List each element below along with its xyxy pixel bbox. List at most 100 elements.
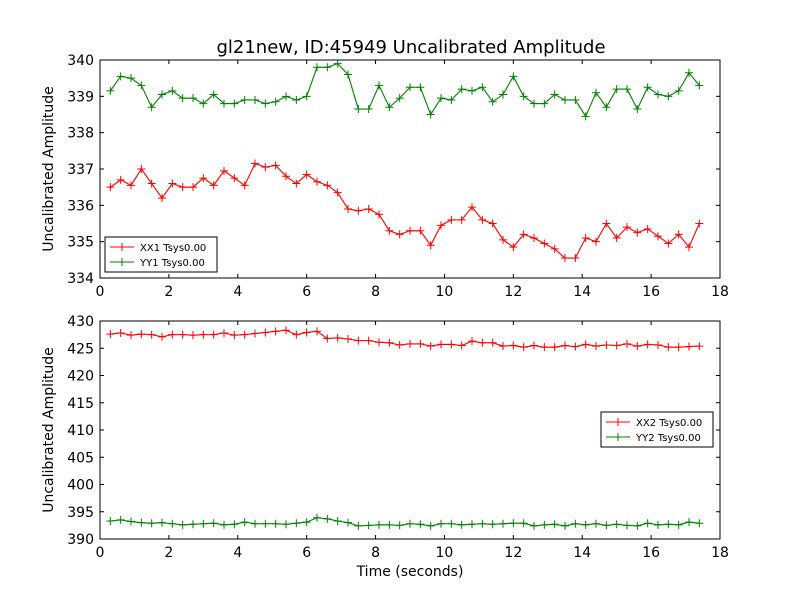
data-point [437, 221, 445, 230]
data-point [137, 330, 146, 339]
data-point [519, 230, 528, 239]
data-point [602, 103, 611, 112]
data-point [302, 170, 311, 179]
data-point [230, 99, 239, 108]
data-point [447, 215, 456, 224]
data-point [488, 520, 497, 529]
data-point [478, 338, 487, 347]
data-point [147, 330, 156, 339]
series-1 [106, 159, 704, 263]
data-point [674, 520, 683, 529]
data-point [385, 226, 394, 235]
data-point [323, 514, 332, 523]
data-point [178, 94, 187, 103]
data-point [468, 203, 476, 212]
data-point [468, 337, 476, 346]
data-point [220, 99, 228, 108]
data-point [199, 330, 208, 339]
data-point [437, 519, 445, 528]
data-point [344, 518, 352, 527]
series-line [110, 162, 700, 259]
data-point [571, 254, 580, 263]
data-point [530, 99, 538, 108]
data-point [416, 520, 425, 529]
y-tick-label: 390 [67, 532, 94, 548]
data-point [457, 341, 466, 350]
x-tick-label: 6 [302, 545, 311, 561]
data-point [623, 223, 631, 232]
data-point [602, 219, 611, 228]
data-point [189, 520, 197, 529]
data-point [220, 166, 228, 175]
series-line [110, 329, 700, 348]
data-point [127, 181, 135, 190]
data-point [395, 340, 404, 349]
data-point [344, 204, 352, 213]
data-point [581, 234, 590, 243]
y-tick-label: 405 [67, 450, 94, 466]
data-point [158, 90, 166, 99]
data-point [137, 165, 146, 173]
data-point [220, 520, 228, 529]
legend-label: YY1 Tsys0.00 [139, 258, 205, 269]
data-point [426, 342, 435, 351]
data-point [519, 92, 528, 101]
data-point [499, 342, 507, 351]
data-point [416, 339, 425, 348]
data-point [282, 172, 290, 181]
data-point [127, 517, 135, 526]
data-point [271, 519, 280, 528]
data-point [571, 342, 580, 351]
data-point [664, 343, 673, 352]
data-point [385, 520, 394, 529]
data-point [385, 103, 394, 112]
y-tick-label: 339 [67, 89, 94, 105]
x-axis-label: Time (seconds) [356, 564, 464, 580]
x-tick-label: 2 [164, 284, 173, 300]
y-tick-label: 410 [67, 423, 94, 439]
data-point [261, 99, 270, 108]
data-point [426, 110, 435, 119]
data-point [519, 343, 528, 352]
data-point [240, 181, 249, 190]
data-point [106, 330, 115, 339]
y-tick-label: 334 [67, 271, 94, 287]
x-tick-label: 16 [642, 545, 660, 561]
data-point [261, 328, 270, 337]
data-point [364, 336, 373, 345]
data-point [633, 228, 642, 237]
data-point [116, 175, 125, 184]
data-point [137, 518, 146, 527]
data-point [488, 338, 497, 347]
data-point [612, 520, 621, 529]
data-point [654, 520, 662, 529]
data-point [633, 521, 642, 530]
data-point [178, 183, 187, 192]
data-point [178, 520, 187, 529]
data-point [313, 177, 321, 186]
y-tick-label: 425 [67, 341, 94, 357]
data-point [240, 518, 249, 527]
legend-marker [614, 433, 622, 441]
data-point [530, 234, 538, 243]
data-point [189, 331, 197, 340]
data-point [158, 194, 166, 203]
data-point [509, 243, 518, 252]
series-2 [106, 59, 704, 121]
data-point [592, 519, 600, 528]
x-tick-label: 10 [436, 284, 454, 300]
data-point [209, 90, 218, 99]
data-point [189, 94, 197, 103]
data-point [457, 85, 466, 94]
data-point [189, 183, 197, 192]
data-point [375, 338, 383, 347]
data-point [457, 520, 466, 529]
data-point [426, 241, 435, 250]
data-point [261, 163, 270, 172]
data-point [447, 95, 456, 104]
data-point [488, 219, 497, 228]
y-tick-label: 336 [67, 198, 94, 214]
data-point [158, 518, 166, 527]
data-point [147, 103, 156, 112]
